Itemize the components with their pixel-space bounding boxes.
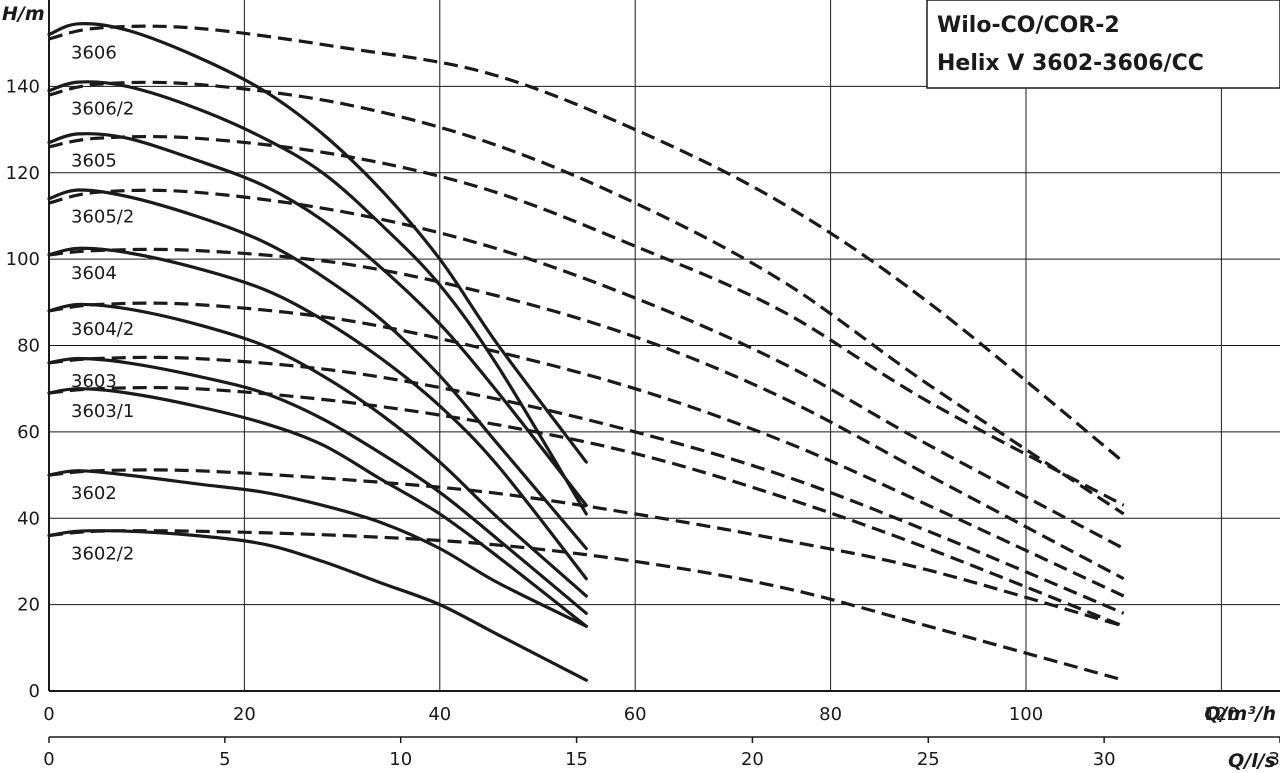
secondary-x-tick-label-5: 25 (917, 749, 940, 770)
y-tick-label-2: 40 (17, 508, 40, 529)
y-tick-label-1: 20 (17, 595, 40, 616)
curve-3605-one-pump (47, 132, 588, 507)
curve-3604-2-two-pumps (48, 301, 1125, 598)
curve-3605-2-one-pump (47, 188, 588, 551)
x-axis-ticks: 0 20 40 60 80 100 120 (43, 704, 1238, 725)
secondary-x-axis-label: Q/l/s (1228, 750, 1276, 772)
curve-3603-one-pump (47, 356, 588, 615)
grid (48, 0, 1280, 692)
curve-3606-2-one-pump (47, 80, 588, 516)
x-tick-label-4: 80 (819, 704, 842, 725)
curve-3605-2-two-pumps (48, 188, 1125, 550)
curve-label-3602: 3602 (71, 483, 117, 504)
curve-3603-two-pumps (48, 355, 1125, 615)
curve-3606-two-pumps (48, 24, 1125, 464)
x-tick-label-0: 0 (43, 704, 54, 725)
curve-label-3603-1: 3603/1 (71, 401, 134, 422)
curve-labels: 3606 3606/2 3605 3605/2 3604 3604/2 3603 3603/1… (71, 43, 134, 565)
y-axis-label: H/m (2, 3, 45, 25)
curve-label-3605-2: 3605/2 (71, 207, 134, 228)
secondary-x-tick-label-2: 10 (389, 749, 412, 770)
x-tick-label-5: 100 (1009, 704, 1043, 725)
curve-label-3604-2: 3604/2 (71, 319, 134, 340)
y-tick-label-3: 60 (17, 422, 40, 443)
curve-3603-1-one-pump (47, 387, 588, 628)
x-tick-label-1: 20 (233, 704, 256, 725)
x-tick-label-3: 60 (624, 704, 647, 725)
x-axis-label: Q/m³/h (1204, 703, 1276, 725)
curve-3603-1-two-pumps (48, 385, 1125, 628)
curve-3602-two-pumps (48, 468, 1125, 628)
secondary-x-tick-label-1: 5 (219, 749, 230, 770)
x-tick-label-2: 40 (428, 704, 451, 725)
y-tick-label-6: 120 (6, 163, 40, 184)
curve-3602-2-two-pumps (48, 529, 1125, 682)
chart-title-line-2: Helix V 3602-3606/CC (937, 51, 1204, 76)
x-tick-label-6: 120 (1204, 704, 1238, 725)
secondary-x-tick-label-7: 35 (1269, 749, 1280, 770)
curve-3605-two-pumps (48, 134, 1125, 507)
curve-label-3602-2: 3602/2 (71, 544, 134, 565)
title-box (926, 0, 1280, 89)
chart-title-line-1: Wilo-CO/COR-2 (937, 13, 1120, 38)
curve-label-3606-2: 3606/2 (71, 99, 134, 120)
curve-3604-two-pumps (48, 247, 1125, 581)
curve-label-3603: 3603 (71, 371, 117, 392)
y-axis-ticks: 0 20 40 60 80 100 120 140 (6, 76, 40, 702)
y-tick-label-5: 100 (6, 249, 40, 270)
curve-3606-one-pump (47, 22, 588, 464)
curve-3602-2-one-pump (47, 529, 588, 682)
secondary-x-axis-ticks: 0 5 10 15 20 25 30 35 (43, 736, 1280, 770)
curves (47, 22, 1125, 682)
secondary-x-tick-label-0: 0 (43, 749, 54, 770)
curve-label-3606: 3606 (71, 43, 117, 64)
y-tick-label-7: 140 (6, 76, 40, 97)
secondary-x-tick-label-4: 20 (741, 749, 764, 770)
secondary-x-tick-label-6: 30 (1093, 749, 1116, 770)
curve-label-3604: 3604 (71, 263, 117, 284)
curve-3602-one-pump (47, 469, 588, 628)
curve-label-3605: 3605 (71, 151, 117, 172)
secondary-x-tick-label-3: 15 (565, 749, 588, 770)
y-tick-label-0: 0 (29, 681, 40, 702)
curve-3606-2-two-pumps (48, 80, 1125, 516)
y-tick-label-4: 80 (17, 336, 40, 357)
